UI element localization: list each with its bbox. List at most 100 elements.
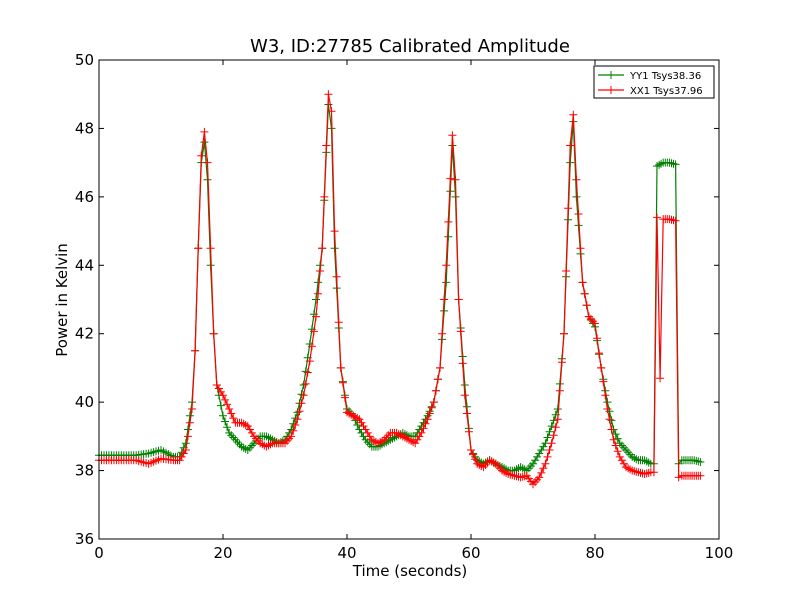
data-point-marker — [595, 349, 604, 358]
data-point-marker — [343, 408, 351, 417]
data-point-marker — [194, 244, 203, 253]
data-point-marker — [183, 432, 192, 441]
data-point-marker — [330, 227, 339, 236]
data-point-marker — [318, 244, 327, 253]
data-point-marker — [566, 141, 575, 150]
data-point-marker — [345, 409, 354, 418]
data-point-marker — [578, 278, 587, 287]
legend-swatch-marker — [607, 86, 615, 94]
data-point-marker — [374, 439, 382, 448]
data-point-marker — [624, 464, 633, 473]
data-point-marker — [407, 436, 416, 445]
data-point-marker — [545, 446, 554, 454]
data-point-marker — [605, 415, 614, 424]
data-point-marker — [520, 472, 529, 481]
data-point-marker — [264, 433, 273, 442]
data-point-marker — [327, 107, 336, 116]
y-tick-label: 38 — [75, 462, 94, 480]
data-point-marker — [591, 319, 599, 328]
data-point-marker — [657, 159, 666, 168]
x-axis: 0 20 40 60 80 100 — [94, 60, 733, 562]
data-point-marker — [690, 456, 699, 465]
data-point-marker — [597, 363, 606, 372]
legend-label: YY1 Tsys38.36 — [629, 71, 701, 82]
data-point-marker — [547, 439, 556, 448]
data-point-marker — [229, 414, 238, 423]
data-point-marker — [378, 436, 387, 445]
data-point-marker — [537, 468, 546, 477]
data-point-marker — [293, 408, 302, 417]
data-point-marker — [363, 428, 372, 437]
data-point-marker — [451, 175, 460, 184]
data-point-marker — [289, 426, 298, 435]
data-point-marker — [223, 423, 232, 432]
data-point-marker — [669, 159, 678, 168]
data-point-marker — [221, 395, 230, 404]
data-point-marker — [564, 204, 573, 213]
data-point-marker — [630, 454, 639, 462]
data-point-marker — [582, 301, 591, 310]
data-point-marker — [332, 272, 341, 281]
data-point-marker — [239, 419, 248, 428]
data-point-marker — [576, 244, 585, 253]
data-point-marker — [471, 455, 480, 464]
data-point-marker — [392, 428, 401, 437]
data-point-marker — [359, 422, 368, 431]
data-point-marker — [667, 159, 676, 168]
y-tick-label: 50 — [75, 51, 94, 69]
data-point-marker — [425, 409, 434, 418]
data-point-marker — [644, 458, 653, 467]
data-point-marker — [353, 421, 362, 429]
data-point-marker — [436, 363, 444, 372]
data-point-marker — [634, 468, 643, 477]
data-point-marker — [419, 424, 428, 433]
series-line-2 — [99, 94, 701, 486]
series-markers-2 — [95, 90, 705, 489]
data-point-marker — [489, 458, 498, 467]
data-point-marker — [181, 446, 190, 454]
data-point-marker — [619, 459, 628, 468]
data-point-marker — [361, 425, 370, 434]
data-point-marker — [613, 434, 622, 443]
data-point-marker — [247, 428, 256, 437]
data-point-marker — [340, 393, 349, 402]
data-point-marker — [569, 110, 578, 119]
data-point-marker — [655, 160, 664, 169]
data-point-marker — [599, 377, 608, 386]
y-tick-label: 42 — [75, 325, 94, 343]
x-axis-label: Time (seconds) — [352, 562, 468, 580]
y-tick-label: 44 — [75, 256, 94, 274]
data-point-marker — [212, 381, 221, 389]
data-point-marker — [516, 463, 525, 472]
data-point-marker — [301, 379, 310, 388]
data-point-marker — [185, 418, 194, 427]
data-point-marker — [295, 407, 304, 416]
data-point-marker — [504, 470, 513, 478]
data-point-marker — [510, 471, 519, 480]
data-point-marker — [456, 327, 465, 336]
data-point-marker — [398, 432, 407, 441]
plot-frame — [98, 59, 720, 540]
legend-box — [593, 65, 715, 99]
data-point-marker — [262, 432, 271, 441]
data-point-marker — [216, 401, 225, 410]
data-point-marker — [593, 334, 602, 343]
data-point-marker — [642, 457, 651, 466]
data-point-marker — [617, 456, 626, 465]
data-point-marker — [669, 216, 678, 225]
data-point-marker — [197, 151, 206, 160]
data-point-marker — [535, 473, 544, 482]
data-point-marker — [177, 452, 186, 461]
data-point-marker — [349, 411, 358, 420]
data-point-marker — [421, 419, 430, 428]
data-point-marker — [462, 409, 471, 418]
data-point-marker — [440, 295, 449, 304]
data-point-marker — [438, 329, 447, 338]
data-point-marker — [656, 374, 665, 383]
data-point-marker — [347, 410, 356, 419]
data-point-marker — [547, 422, 556, 431]
data-point-marker — [537, 446, 546, 454]
data-point-marker — [264, 441, 273, 450]
data-point-marker — [671, 160, 680, 169]
y-axis: 36 38 40 42 44 46 48 50 — [75, 51, 719, 548]
